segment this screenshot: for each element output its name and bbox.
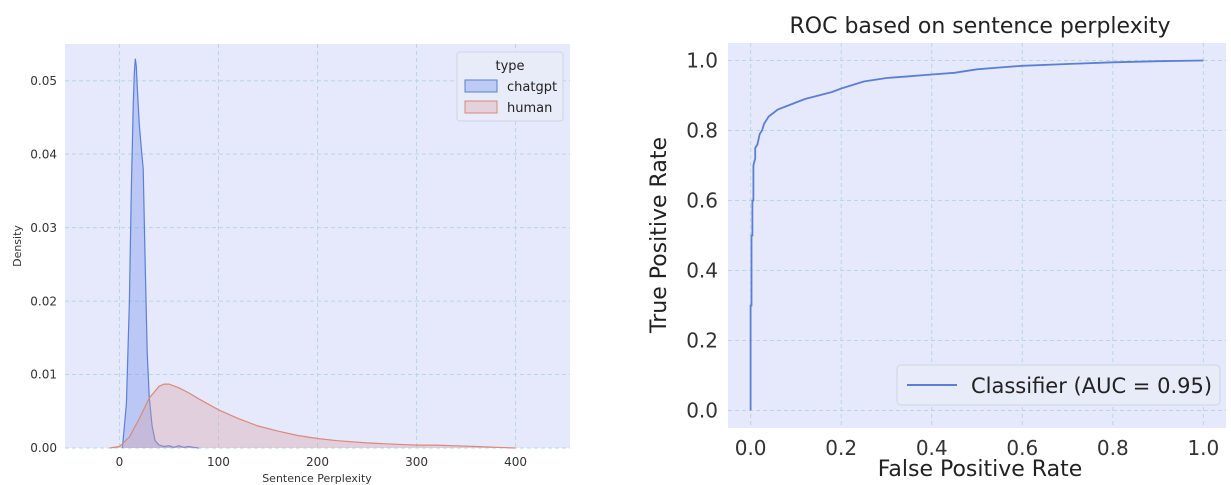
density-chart: 0.00 0.01 0.02 0.03 0.04 0.05 0 100 200 300 400 S… [11, 44, 570, 485]
x-ticks: 0 100 200 300 400 [116, 455, 527, 469]
y-ticks: 0.00 0.01 0.02 0.03 0.04 0.05 [30, 74, 57, 455]
y-tick-label: 0.0 [686, 399, 718, 423]
x-tick-label: 0.0 [735, 436, 767, 460]
y-tick-label: 0.05 [30, 74, 57, 88]
density-series [109, 58, 516, 449]
roc-chart: ROC based on sentence perplexity 0.00.20… [647, 14, 1226, 482]
y-tick-label: 0.04 [30, 147, 57, 161]
x-tick-label: 400 [504, 455, 527, 469]
y-axis-label: Density [11, 225, 24, 267]
plot-background [728, 43, 1226, 428]
x-tick-label: 100 [207, 455, 230, 469]
series-line-chatgpt [121, 58, 199, 449]
legend: Classifier (AUC = 0.95) [896, 364, 1221, 406]
y-tick-label: 0.02 [30, 294, 57, 308]
x-tick-label: 0.8 [1097, 436, 1129, 460]
roc-series [749, 59, 1204, 411]
legend-swatch-human [464, 100, 498, 114]
y-tick-label: 0.6 [686, 189, 718, 213]
y-tick-label: 0.01 [30, 368, 57, 382]
x-axis-label: Sentence Perplexity [262, 472, 372, 485]
grid [65, 44, 570, 449]
y-axis-label-rotated: True Positive Rate [647, 137, 672, 334]
legend-box [456, 51, 564, 122]
legend-title: type [495, 59, 524, 74]
x-tick-label: 0.6 [1006, 436, 1038, 460]
y-tick-label: 0.4 [686, 259, 718, 283]
x-tick-label: 0 [116, 455, 124, 469]
y-tick-label: 0.00 [30, 441, 57, 455]
x-tick-label: 0.2 [825, 436, 857, 460]
legend-label-classifier: Classifier (AUC = 0.95) [971, 374, 1212, 398]
series-line-classifier-auc-0-95 [749, 59, 1204, 411]
x-tick-label: 1.0 [1187, 436, 1219, 460]
legend-box [896, 364, 1221, 406]
legend-swatch-chatgpt [464, 79, 498, 93]
y-tick-label: 0.03 [30, 221, 57, 235]
x-tick-label: 300 [405, 455, 428, 469]
y-ticks: 0.0 0.2 0.4 0.6 0.8 1.0 [686, 49, 718, 423]
x-tick-label: 200 [306, 455, 329, 469]
legend-label-human: human [507, 101, 552, 116]
y-tick-label: 0.8 [686, 119, 718, 143]
grid [728, 43, 1226, 428]
x-axis-label: False Positive Rate [878, 457, 1082, 482]
y-tick-label: 1.0 [686, 49, 718, 73]
series-area-human [109, 384, 516, 448]
series-line-human [109, 383, 516, 449]
x-tick-label: 0.4 [916, 436, 948, 460]
x-ticks: 0.0 0.2 0.4 0.6 0.8 1.0 [735, 436, 1220, 460]
legend-label-chatgpt: chatgpt [507, 80, 557, 95]
y-tick-label: 0.2 [686, 329, 718, 353]
chart-title: ROC based on sentence perplexity [790, 14, 1171, 39]
legend: type chatgpt human [456, 51, 564, 122]
